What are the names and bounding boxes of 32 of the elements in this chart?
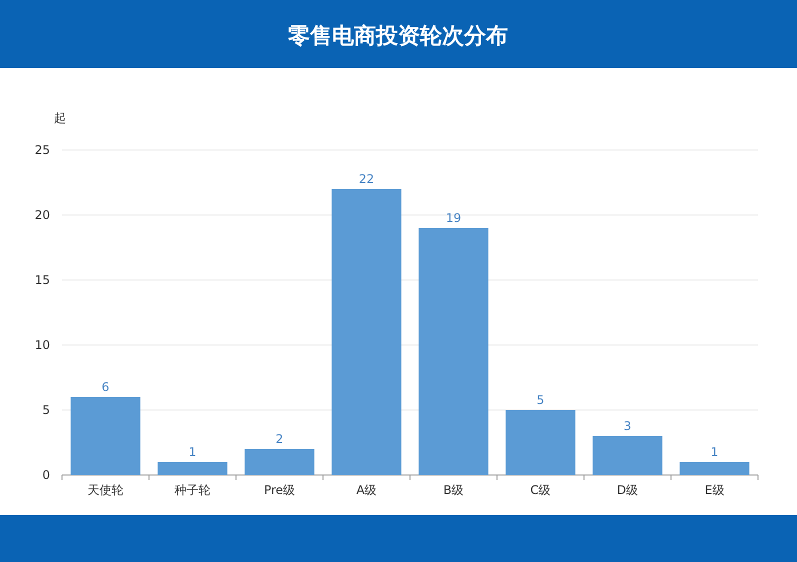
y-tick-label: 25 [34,143,50,157]
bar [158,462,228,475]
bar [680,462,750,475]
x-tick-label: Pre级 [264,483,296,497]
x-tick-label: E级 [704,483,724,497]
bar [418,228,488,475]
data-label: 5 [536,393,544,407]
y-tick-label: 20 [34,208,50,222]
x-tick-label: 种子轮 [174,483,210,497]
x-tick-label: C级 [530,483,551,497]
x-tick-label: B级 [443,483,464,497]
y-tick-label: 10 [34,338,50,352]
x-tick-label: A级 [356,483,377,497]
data-label: 22 [358,172,374,186]
chart-title: 零售电商投资轮次分布 [288,23,508,49]
y-tick-label: 5 [42,403,50,417]
y-tick-label: 0 [42,468,50,482]
bar [506,410,576,475]
y-axis-title: 起 [54,111,66,125]
data-label: 6 [102,380,110,394]
bar [332,189,402,475]
bar [70,397,140,475]
data-label: 1 [710,445,718,459]
bar [244,449,314,475]
bar [592,436,662,475]
x-tick-label: 天使轮 [88,483,124,497]
data-label: 3 [624,419,632,433]
x-tick-label: D级 [616,483,638,497]
data-label: 19 [446,211,462,225]
data-label: 2 [276,432,284,446]
y-tick-label: 15 [34,273,50,287]
data-label: 1 [188,445,196,459]
